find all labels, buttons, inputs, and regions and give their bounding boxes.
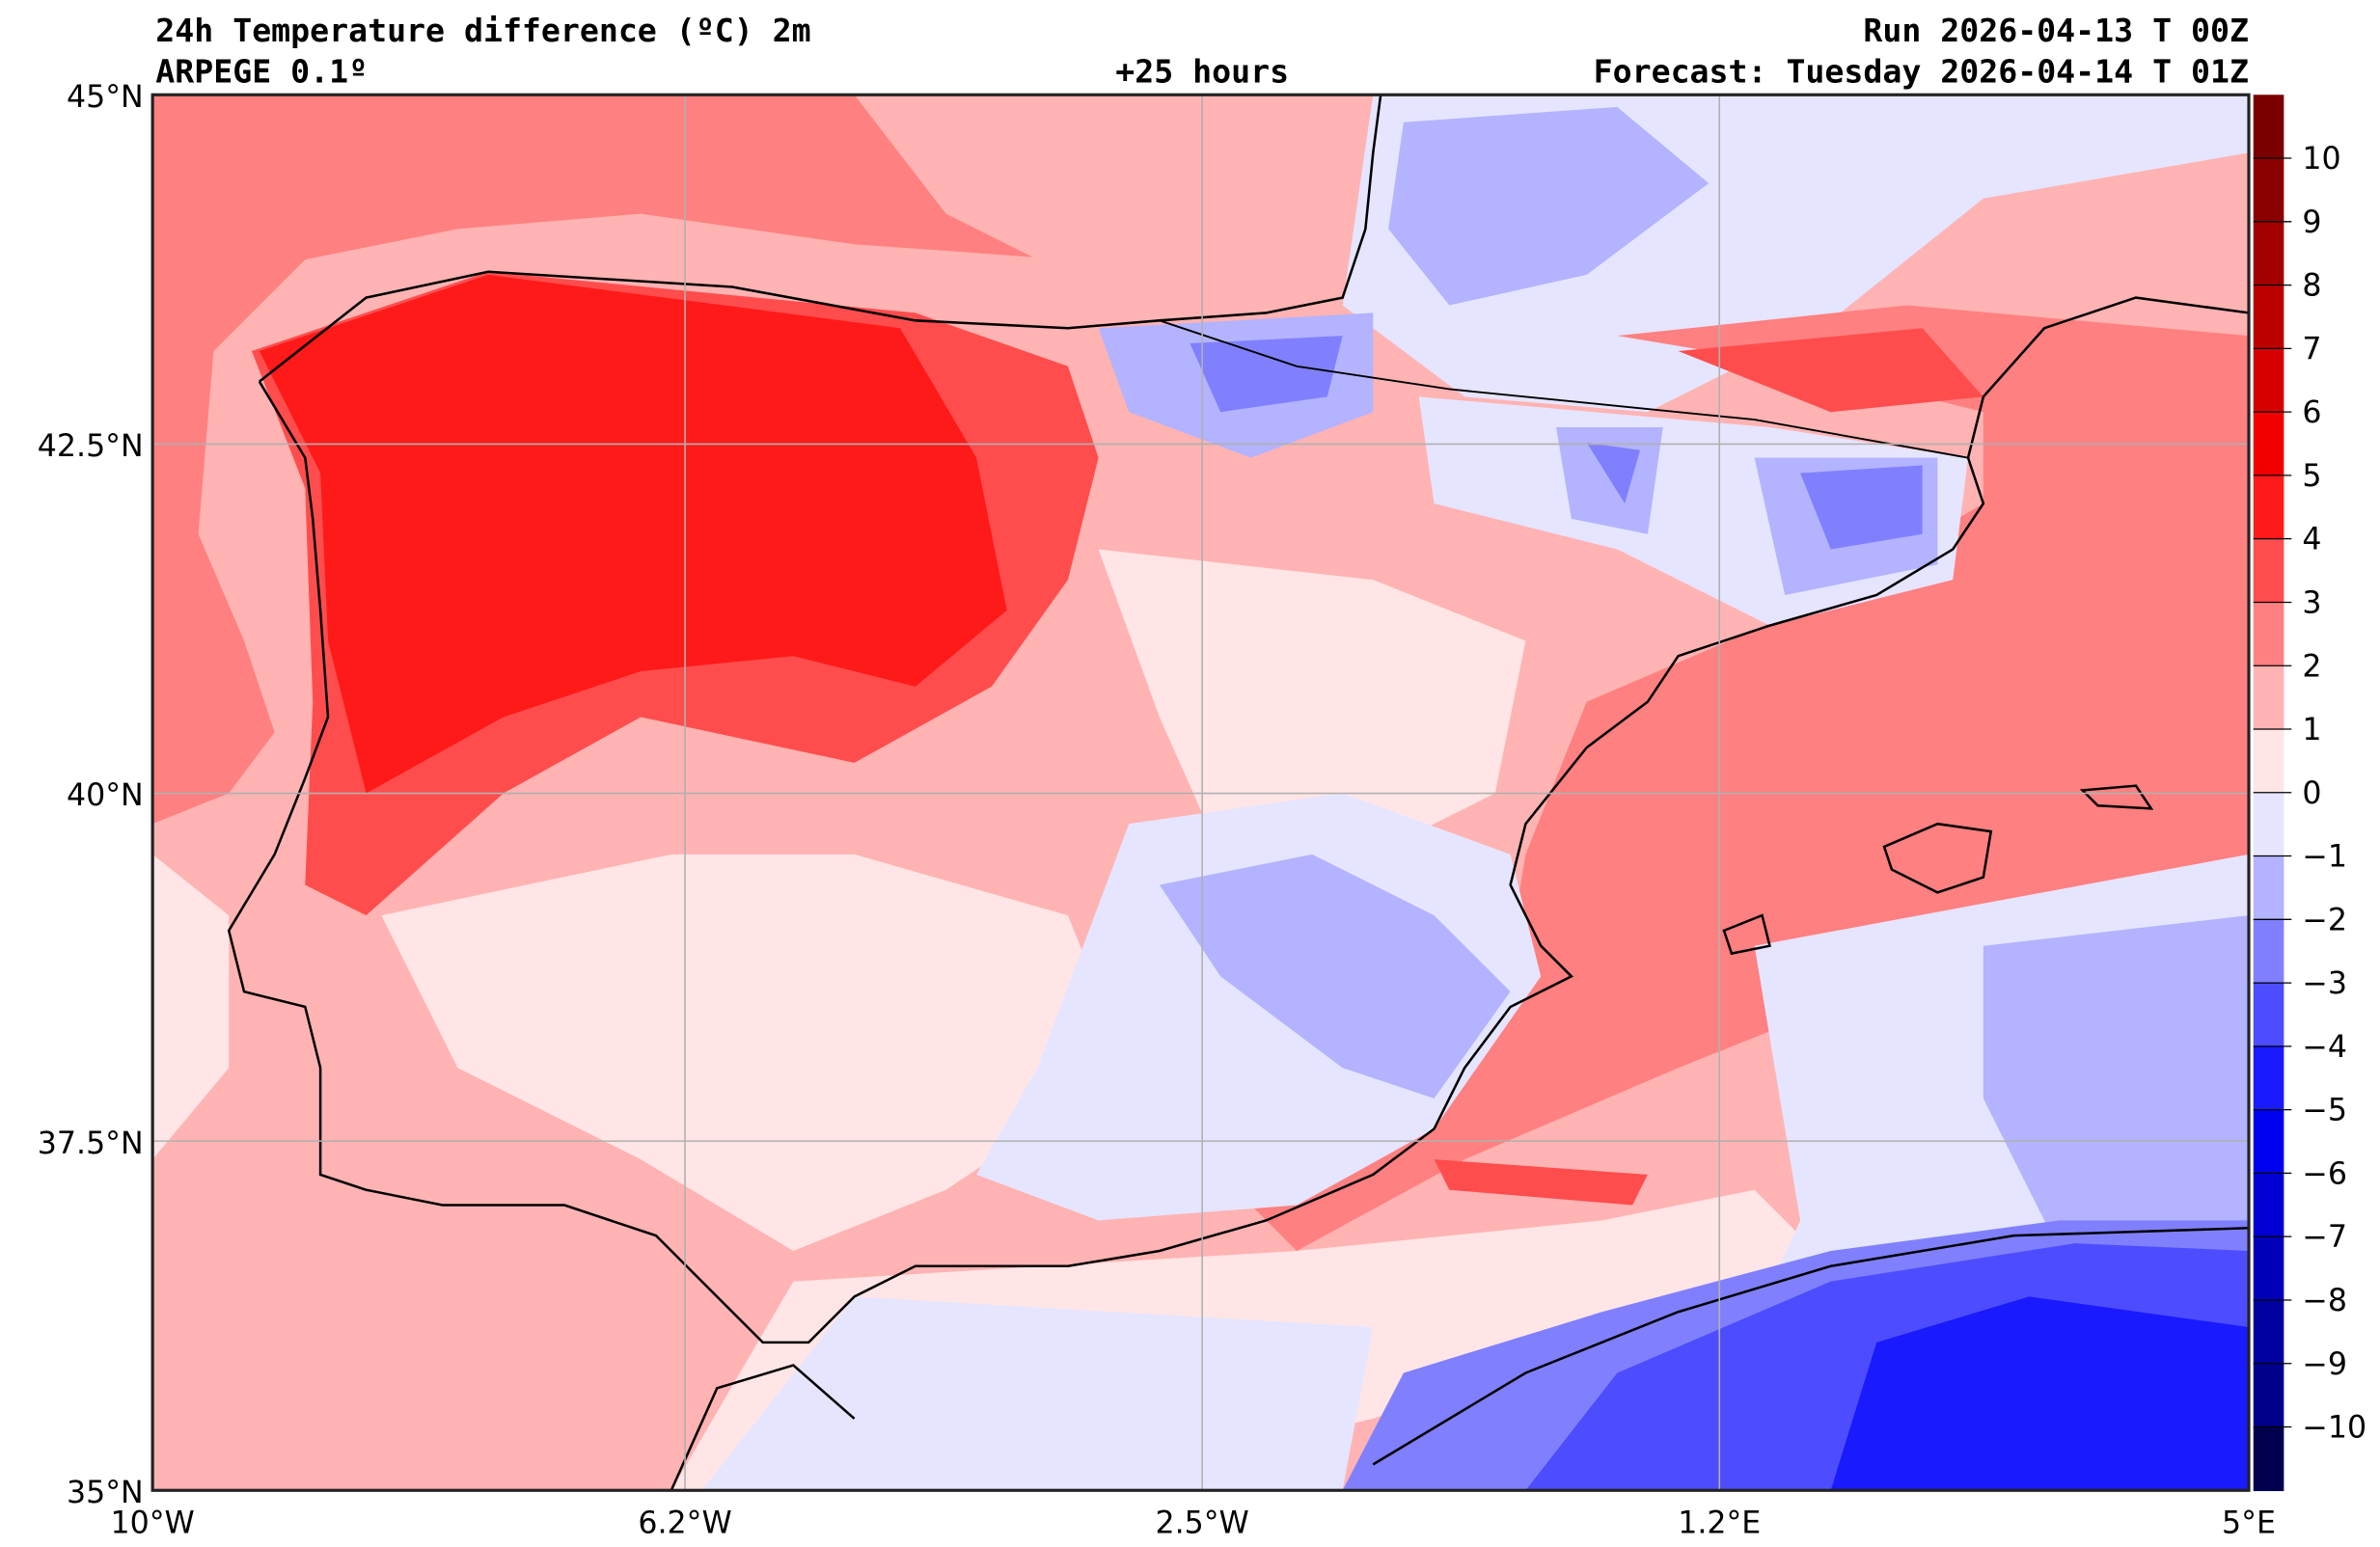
colorbar-tick-label: −1 [2302, 840, 2347, 875]
field-nw-hot [259, 274, 1007, 794]
chart-title: 24h Temperature difference (ºC) 2m [155, 12, 810, 49]
field-south-light [381, 854, 1130, 1251]
colorbar-band [2253, 602, 2284, 667]
menorca [2079, 784, 2154, 810]
field-france-blue [1388, 106, 1710, 306]
lat-tick-label: 42.5°N [38, 429, 144, 464]
temperature-field [152, 95, 2249, 1491]
lat-tick-label: 35°N [67, 1476, 144, 1510]
colorbar-band [2253, 792, 2284, 857]
colorbar-tick-label: 5 [2302, 459, 2321, 494]
colorbar-tick-label: 10 [2302, 142, 2340, 176]
colorbar-tick-label: −8 [2302, 1284, 2347, 1318]
field-ne-hot [1678, 328, 1983, 413]
colorbar-band [2253, 919, 2284, 984]
iberia-coastline [227, 95, 1985, 1344]
colorbar-band [2253, 348, 2284, 413]
colorbar-tick-label: −7 [2302, 1220, 2347, 1255]
colorbar-tick-label: 6 [2302, 395, 2321, 430]
colorbar-tick-label: 1 [2302, 713, 2321, 747]
colorbar-band [2253, 1426, 2284, 1492]
colorbar-tick-label: −6 [2302, 1156, 2347, 1191]
colorbar-band [2253, 855, 2284, 921]
colorbar-tick-label: −5 [2302, 1094, 2347, 1128]
model-label: ARPEGE 0.1º [155, 53, 368, 91]
africa-coastline [670, 1226, 2249, 1491]
colorbar-band [2253, 285, 2284, 350]
colorbar-band [2253, 412, 2284, 476]
field-basque-blue2 [1190, 336, 1343, 413]
mallorca [1882, 822, 1993, 894]
colorbar-tick-label: 9 [2302, 205, 2321, 240]
colorbar-tick-label: −3 [2302, 966, 2347, 1001]
colorbar-band [2253, 221, 2284, 286]
lat-tick-label: 45°N [67, 80, 144, 115]
lon-tick-label: 6.2°W [638, 1506, 731, 1541]
colorbar-band [2253, 665, 2284, 730]
france-coastline [1966, 296, 2249, 458]
colorbar-band [2253, 95, 2284, 159]
colorbar-tick-label: −10 [2302, 1411, 2366, 1446]
field-africa-blue3 [1830, 1296, 2249, 1491]
ibiza [1722, 913, 1771, 956]
colorbar-band [2253, 1236, 2284, 1301]
run-label: Run 2026-04-13 T 00Z [1863, 12, 2249, 49]
colorbar-tick-label: 3 [2302, 586, 2321, 621]
colorbar-tick-label: 4 [2302, 523, 2321, 557]
field-catalonia-blue [1586, 442, 1923, 550]
colorbar-band [2253, 158, 2284, 223]
field-atlantic-light [152, 854, 230, 1160]
colorbar-tick-label: −4 [2302, 1030, 2347, 1065]
lon-tick-label: 2.5°W [1155, 1506, 1248, 1541]
field-balearic-blue [1983, 915, 2249, 1251]
colorbar-tick-label: 0 [2302, 776, 2321, 811]
lat-tick-label: 37.5°N [38, 1126, 144, 1161]
colorbar-tick-label: −9 [2302, 1347, 2347, 1382]
field-biscay-light [854, 95, 1374, 306]
forecast-label: Forecast: Tuesday 2026-04-14 T 01Z [1594, 53, 2249, 91]
lon-axis: 10°W 6.2°W 2.5°W 1.2°E 5°E [111, 1506, 2276, 1541]
colorbar-tick-label: 8 [2302, 269, 2321, 304]
lead-time-label: +25 hours [1115, 53, 1289, 91]
colorbar-band [2253, 728, 2284, 794]
map-frame [150, 93, 2251, 1492]
colorbar-band [2253, 475, 2284, 540]
lat-axis: 45°N 42.5°N 40°N 37.5°N 35°N [38, 80, 144, 1510]
gridlines [152, 95, 2249, 1491]
field-alboran-cool [701, 1296, 1374, 1491]
colorbar-band [2253, 538, 2284, 604]
colorbar-band [2253, 1109, 2284, 1175]
field-med-warm [1434, 1159, 1648, 1206]
field-se-blue [1159, 854, 1511, 1099]
pyrenees-border [1159, 319, 1969, 459]
lon-tick-label: 5°E [2222, 1506, 2276, 1541]
colorbar-band [2253, 1045, 2284, 1111]
colorbar-band [2253, 1173, 2284, 1237]
colorbar-tick-label: 7 [2302, 332, 2321, 366]
colorbar-band [2253, 1363, 2284, 1428]
lon-tick-label: 1.2°E [1678, 1506, 1761, 1541]
field-ebro-blue [1556, 427, 1938, 595]
colorbar-band [2253, 1299, 2284, 1365]
lat-tick-label: 40°N [67, 778, 144, 813]
coastlines [227, 95, 2249, 1491]
colorbar-band [2253, 983, 2284, 1047]
colorbar-tick-label: 2 [2302, 649, 2321, 684]
colorbar-tick-label: −2 [2302, 903, 2347, 937]
field-central-light [1098, 549, 1526, 855]
lon-tick-label: 10°W [111, 1506, 195, 1541]
